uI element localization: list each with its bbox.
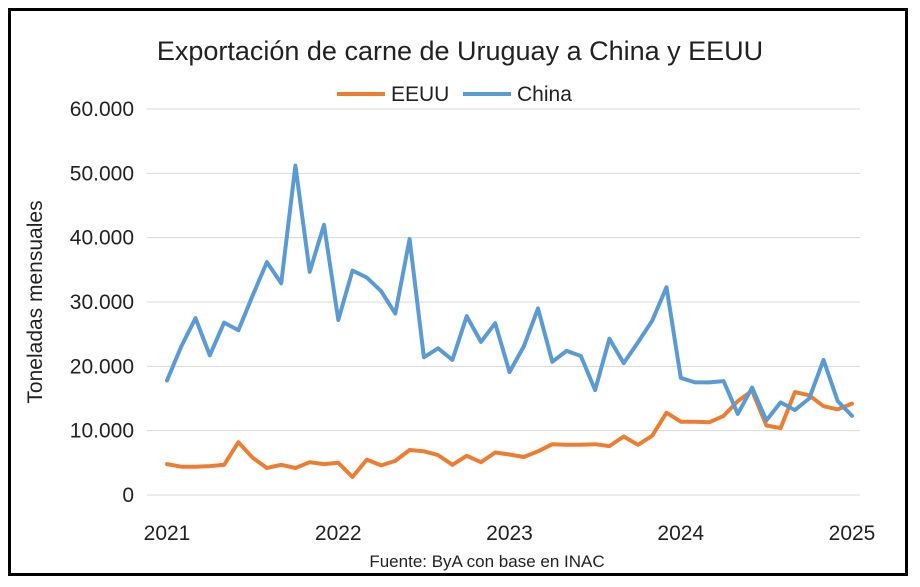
x-tick-label: 2024 [657,522,704,545]
y-tick-label: 30.000 [70,291,134,314]
x-axis-ticks: 2021 2022 2023 2024 2025 [144,522,876,545]
x-tick-label: 2021 [144,522,191,545]
series-group [165,163,854,479]
legend: EEUU China [337,83,572,106]
series-line-china [165,163,854,423]
chart-frame [8,8,908,576]
chart-title: Exportación de carne de Uruguay a China … [157,36,763,66]
y-tick-label: 10.000 [70,420,134,443]
legend-label-china: China [517,83,572,106]
y-axis-ticks: 0 10.000 20.000 30.000 40.000 50.000 60.… [70,98,134,507]
y-tick-label: 20.000 [70,355,134,378]
y-tick-label: 40.000 [70,227,134,250]
gridlines [147,108,860,496]
legend-label-eeuu: EEUU [391,83,449,106]
x-tick-label: 2022 [315,522,362,545]
y-axis-label: Toneladas mensuales [24,200,47,403]
x-tick-label: 2023 [486,522,533,545]
series-line-eeuu [165,388,854,479]
y-tick-label: 60.000 [70,98,134,121]
y-tick-label: 50.000 [70,162,134,185]
source-note: Fuente: ByA con base en INAC [369,552,604,571]
y-tick-label: 0 [122,484,134,507]
x-tick-label: 2025 [829,522,876,545]
